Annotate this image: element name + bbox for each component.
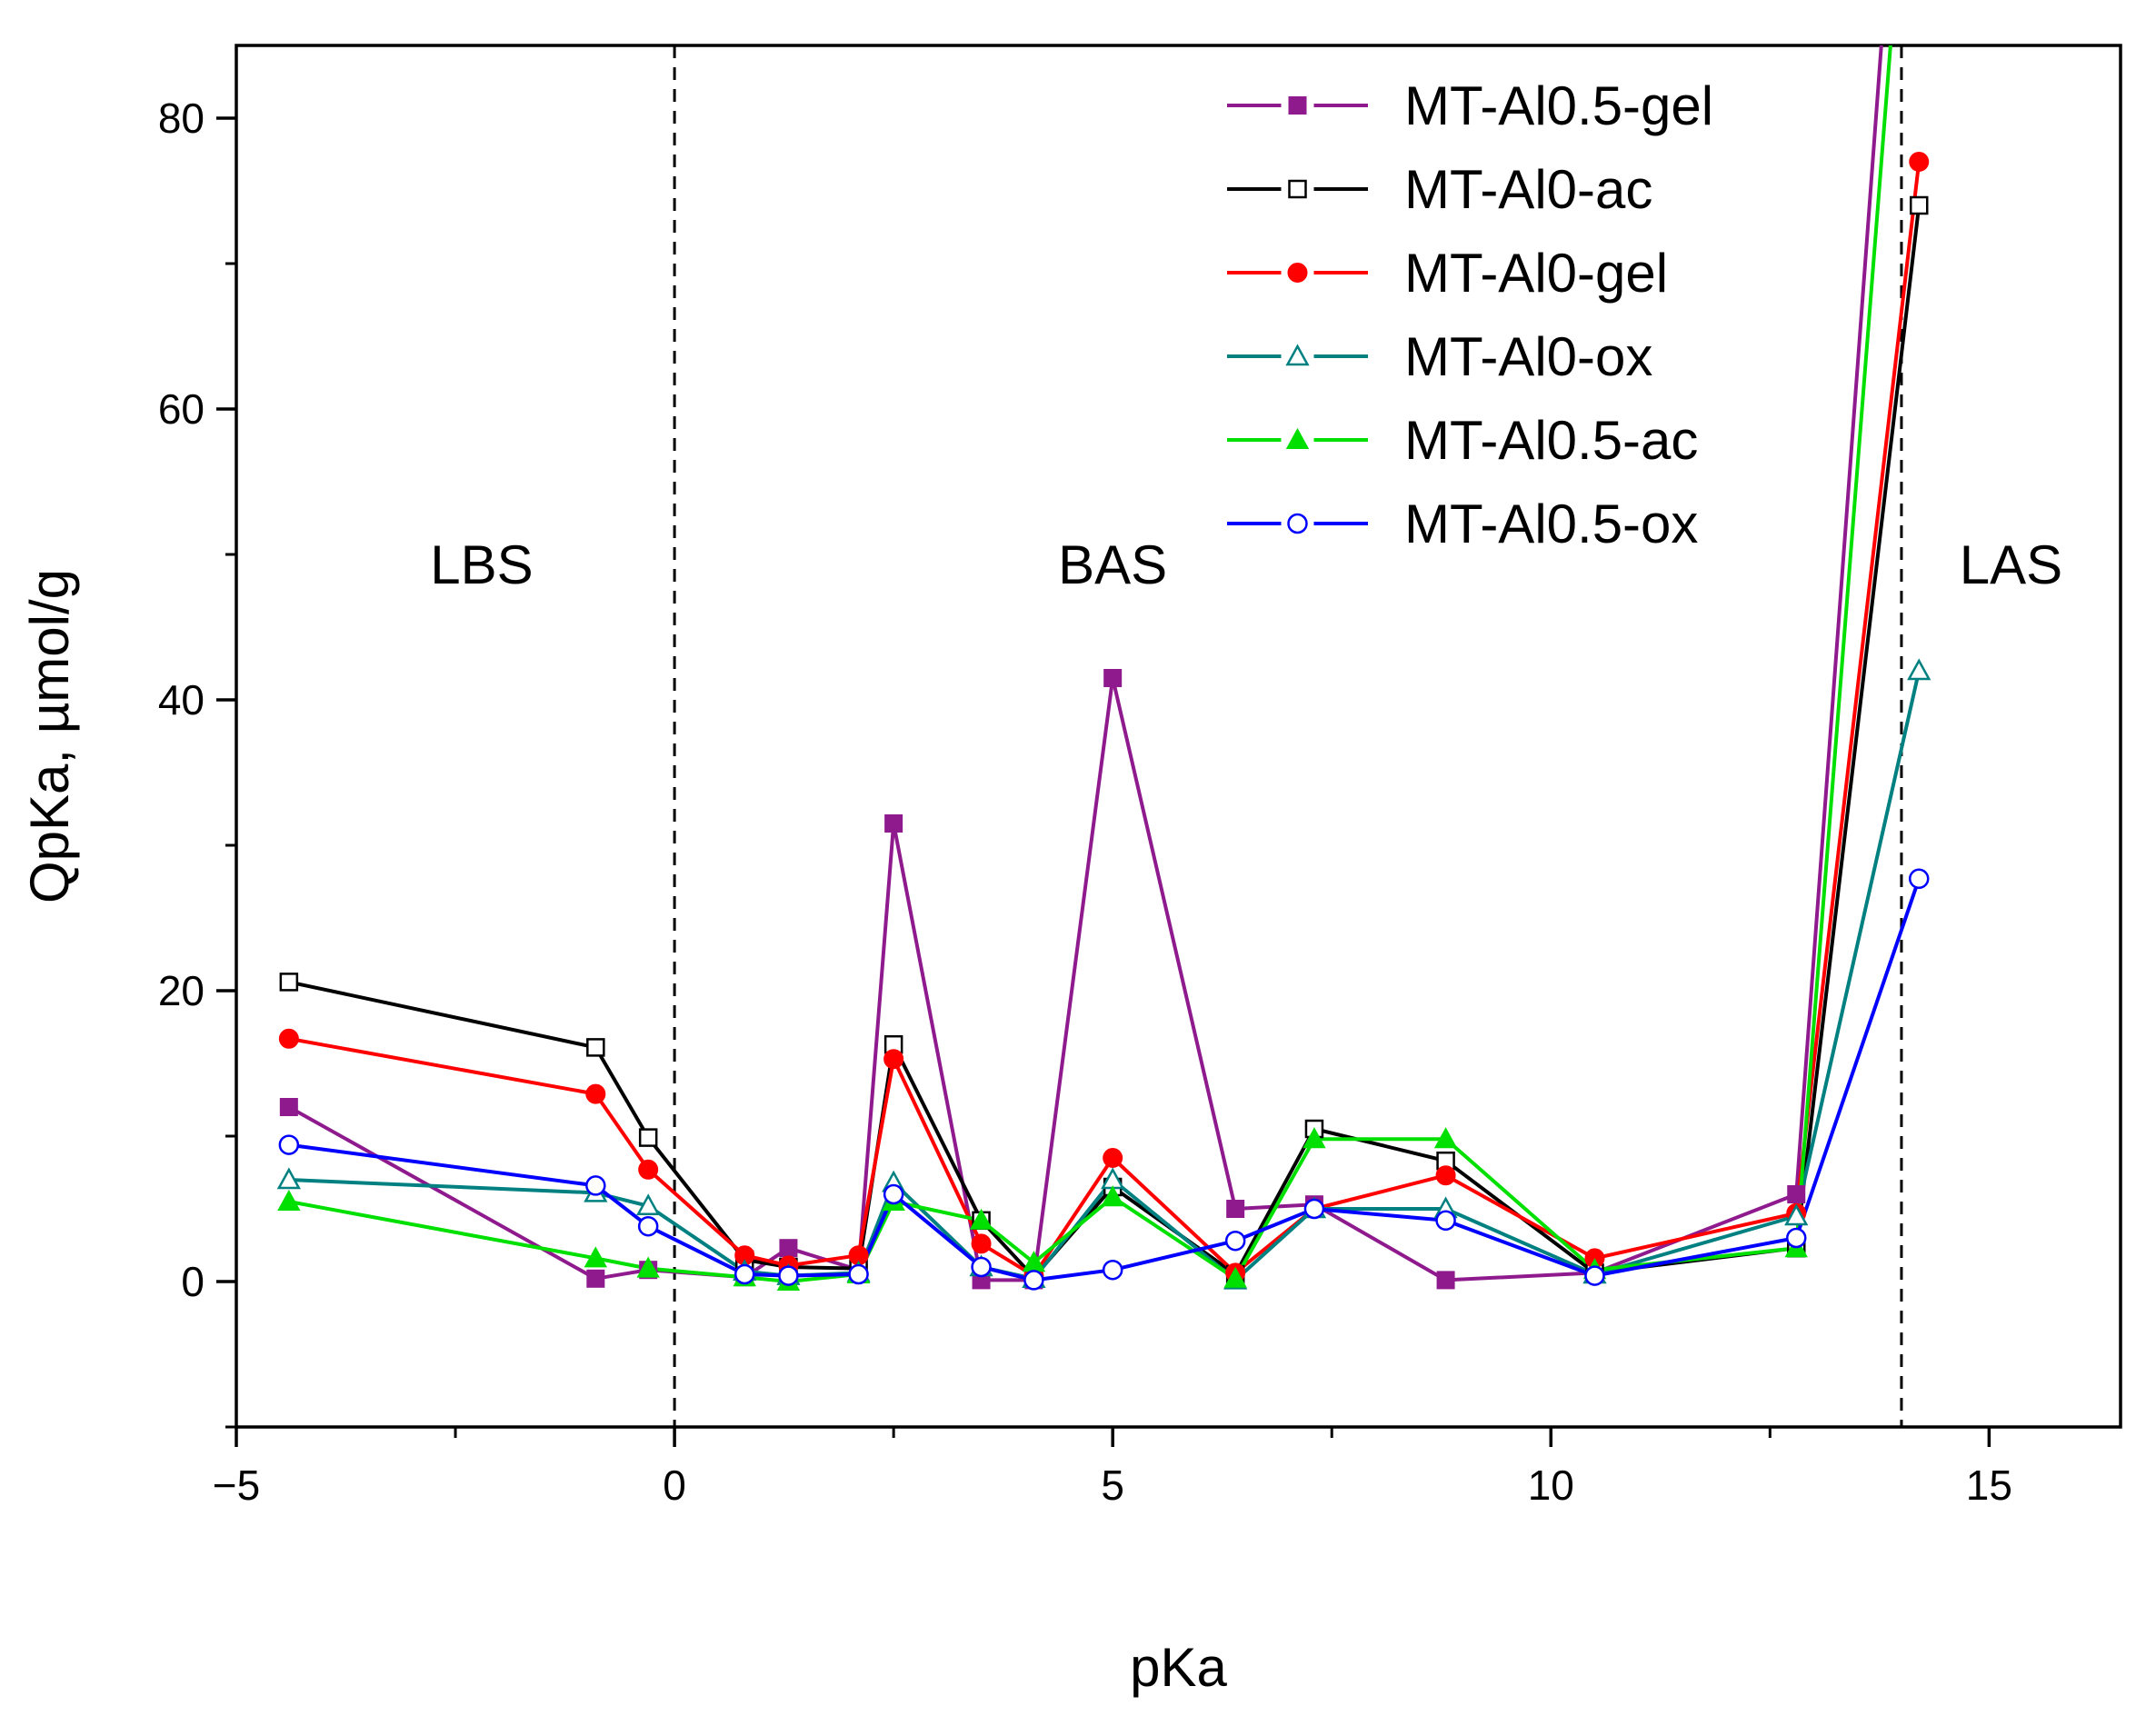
data-point xyxy=(884,814,903,833)
data-point xyxy=(585,1083,606,1104)
legend: MT-Al0.5-gel MT-Al0-ac MT-Al0-gel MT-Al0-ox… xyxy=(1227,75,1713,554)
y-tick-label: 80 xyxy=(158,95,205,142)
region-label: LBS xyxy=(430,534,533,595)
data-point xyxy=(1223,1266,1247,1288)
data-point xyxy=(1909,195,1929,215)
legend-label: MT-Al0.5-gel xyxy=(1404,75,1713,136)
data-point xyxy=(969,1208,993,1230)
data-point xyxy=(1786,1227,1807,1249)
legend-label: MT-Al0-ac xyxy=(1404,159,1652,220)
data-point xyxy=(1224,1230,1246,1252)
data-point xyxy=(636,1256,660,1278)
data-point xyxy=(1102,1259,1123,1281)
data-point xyxy=(1435,1165,1456,1186)
data-point xyxy=(1908,868,1930,890)
data-point xyxy=(638,1159,659,1180)
data-point xyxy=(636,1193,661,1216)
data-point xyxy=(971,1233,992,1254)
legend-label: MT-Al0-ox xyxy=(1404,326,1652,387)
region-label: LAS xyxy=(1960,534,2062,595)
y-axis-title: QpKa, µmol/g xyxy=(19,569,80,903)
x-tick-label: 15 xyxy=(1966,1462,2012,1509)
data-point xyxy=(1435,1210,1456,1232)
data-point xyxy=(585,1175,606,1196)
y-tick-label: 40 xyxy=(158,676,205,723)
plot-frame xyxy=(235,44,2122,1429)
data-point xyxy=(637,1215,659,1237)
data-point xyxy=(848,1263,869,1285)
y-tick-label: 0 xyxy=(181,1258,205,1305)
data-point xyxy=(278,1028,299,1049)
legend-label: MT-Al0.5-ox xyxy=(1404,494,1698,554)
data-point xyxy=(584,1246,608,1268)
data-point xyxy=(883,1049,904,1070)
legend-marker xyxy=(1288,179,1307,199)
data-point xyxy=(1023,1270,1044,1291)
data-point xyxy=(277,1189,301,1211)
data-point xyxy=(1303,1127,1326,1149)
legend-label: MT-Al0.5-ac xyxy=(1404,410,1698,471)
x-tick-label: 0 xyxy=(663,1462,686,1509)
data-point xyxy=(279,973,299,992)
data-point xyxy=(734,1263,755,1285)
data-point xyxy=(276,1167,301,1190)
series-line xyxy=(288,161,1921,1278)
data-point xyxy=(1907,658,1931,681)
x-tick-label: 10 xyxy=(1528,1462,1574,1509)
x-tick-label: −5 xyxy=(213,1462,260,1509)
data-point xyxy=(1103,1148,1123,1168)
data-point xyxy=(778,1265,799,1286)
data-point xyxy=(1303,1198,1325,1220)
data-point xyxy=(883,1183,904,1205)
legend-marker xyxy=(1287,263,1308,283)
legend-marker xyxy=(1287,513,1308,534)
data-point xyxy=(278,1134,300,1155)
data-point xyxy=(1226,1200,1245,1218)
data-point xyxy=(586,1269,605,1288)
data-point xyxy=(1436,1271,1455,1290)
data-point xyxy=(1909,152,1930,172)
legend-marker xyxy=(1285,344,1310,366)
legend-marker xyxy=(1285,427,1310,449)
y-tick-label: 20 xyxy=(158,967,205,1014)
data-point xyxy=(279,1098,298,1116)
data-point xyxy=(779,1239,798,1258)
data-point xyxy=(1101,1185,1124,1207)
data-point xyxy=(638,1128,658,1147)
series-line xyxy=(288,45,1892,1283)
legend-label: MT-Al0-gel xyxy=(1404,243,1668,304)
legend-marker xyxy=(1288,96,1307,115)
series-line xyxy=(287,45,1883,1282)
y-tick-label: 60 xyxy=(158,385,205,433)
data-point xyxy=(971,1256,992,1278)
data-point xyxy=(1784,1203,1809,1226)
data-point xyxy=(1584,1265,1605,1286)
x-tick-label: 5 xyxy=(1101,1462,1124,1509)
x-axis-title: pKa xyxy=(1130,1637,1227,1698)
series-line xyxy=(288,878,1921,1282)
region-label: BAS xyxy=(1058,534,1167,595)
data-point xyxy=(1787,1185,1806,1203)
data-point xyxy=(586,1038,605,1057)
data-point xyxy=(1103,669,1123,687)
data-point xyxy=(1433,1127,1458,1149)
